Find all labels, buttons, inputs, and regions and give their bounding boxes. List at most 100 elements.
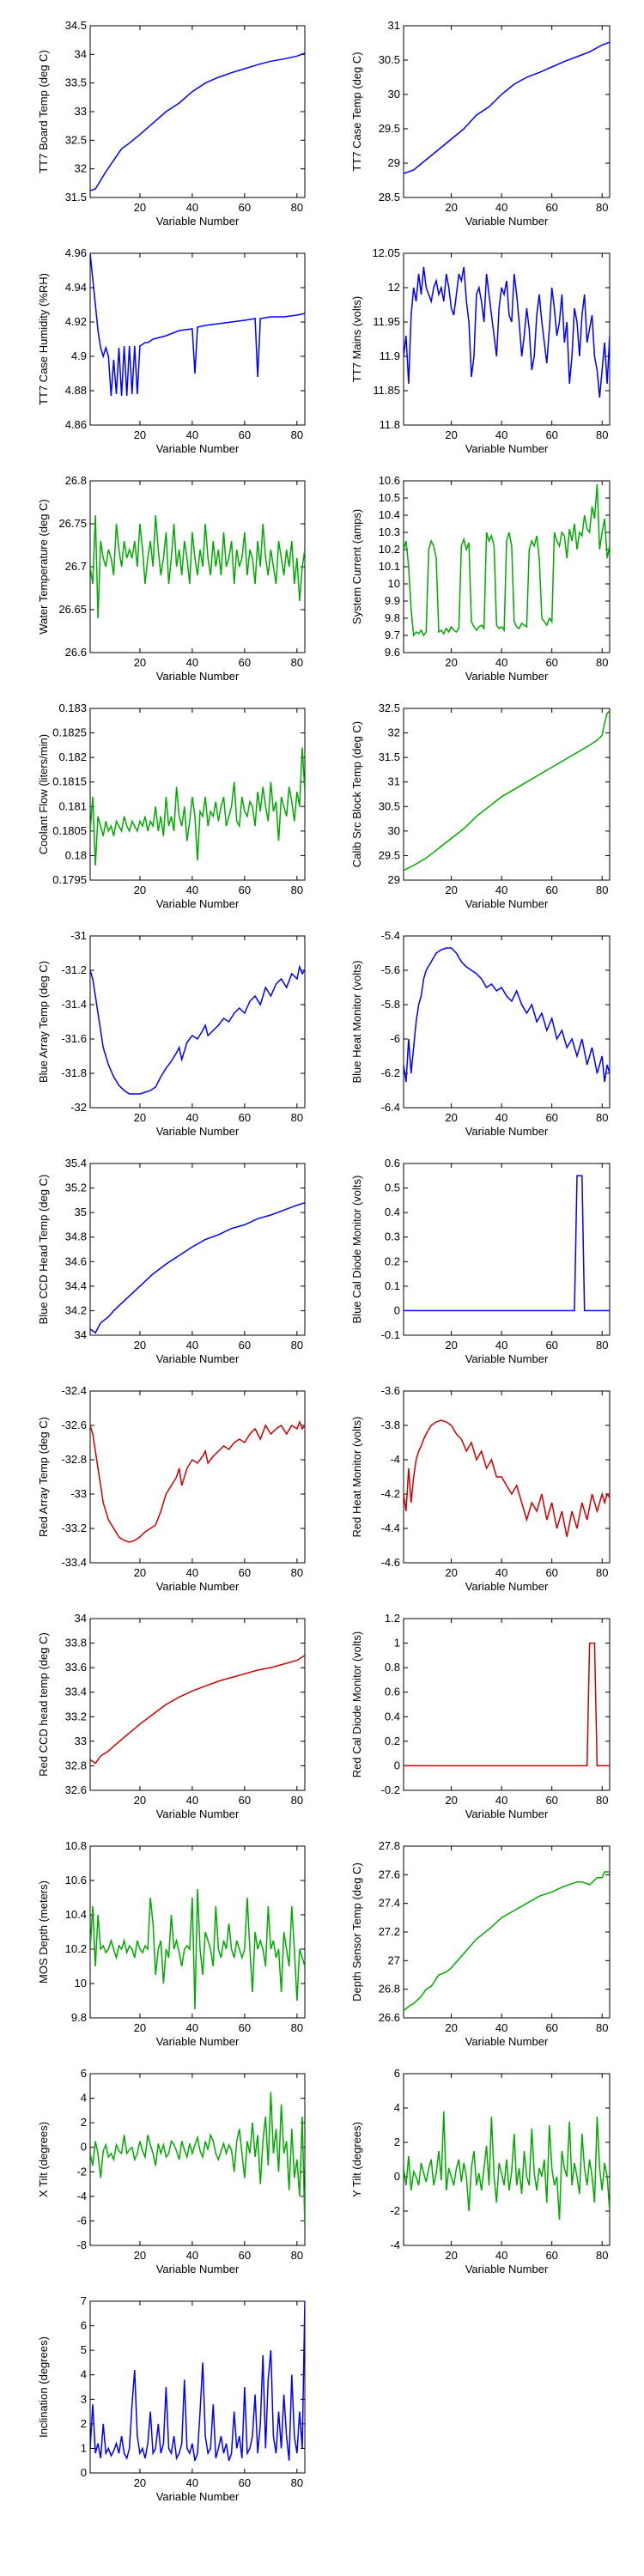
- x-axis-label: Variable Number: [156, 1352, 240, 1365]
- x-tick-label: 40: [186, 656, 198, 669]
- plot-frame: [403, 1390, 611, 1564]
- x-tick-label: 80: [596, 2249, 608, 2262]
- y-tick-label: 0: [81, 2466, 87, 2479]
- y-tick-label: 10: [75, 1977, 87, 1990]
- y-tick-label: -4: [390, 2239, 400, 2251]
- x-tick-label: 40: [495, 428, 507, 441]
- y-tick-label: 12.05: [372, 246, 400, 259]
- y-tick-label: 0.1: [385, 1279, 400, 1292]
- y-tick-label: 34.2: [65, 1303, 87, 1316]
- y-tick-label: 34.4: [65, 1279, 87, 1292]
- y-tick-label: 9.6: [385, 646, 400, 659]
- x-tick-label: 20: [134, 428, 146, 441]
- chart-panel: 20 40 60 80 -6.4 -6.2 -6 -5.8 -5.6 -5.4 Variable N…: [350, 929, 611, 1138]
- y-tick-label: 31: [388, 19, 400, 32]
- y-tick-label: 35: [75, 1206, 87, 1218]
- chart-panel: 20 40 60 80 26.6 26.65 26.7 26.75 26.8 Variable N…: [37, 474, 306, 683]
- x-tick-label: 80: [596, 201, 608, 214]
- x-tick-label: 40: [186, 1566, 198, 1579]
- y-tick-label: 31: [388, 775, 400, 788]
- series-line: [90, 1655, 305, 1765]
- x-tick-label: 60: [239, 2021, 251, 2034]
- y-axis-label: MOS Depth (meters): [37, 1880, 50, 1984]
- y-tick-label: 34.6: [65, 1255, 87, 1267]
- y-tick-label: 0: [81, 2141, 87, 2154]
- chart-panel: 20 40 60 80 -33.4 -33.2 -33 -32.8 -32.6 -32.4 Vari…: [37, 1384, 306, 1593]
- y-tick-label: -4.2: [381, 1487, 400, 1500]
- y-tick-label: 26.65: [58, 603, 87, 616]
- plot-frame: [403, 1845, 611, 2019]
- y-tick-label: 26.6: [65, 646, 87, 659]
- y-tick-label: 32.8: [65, 1759, 87, 1771]
- y-tick-label: 30: [388, 88, 400, 100]
- x-tick-label: 20: [134, 2249, 146, 2262]
- y-tick-label: 10.5: [379, 491, 400, 504]
- x-axis-label: Variable Number: [465, 670, 549, 683]
- y-tick-label: -33.4: [61, 1556, 87, 1569]
- x-tick-label: 40: [186, 201, 198, 214]
- x-axis-label: Variable Number: [156, 2035, 240, 2048]
- y-tick-label: -6.2: [381, 1066, 400, 1079]
- chart-panel: 20 40 60 80 34 34.2 34.4 34.6 34.8 35 35.2 35.4 Vari…: [37, 1157, 306, 1365]
- y-tick-label: 28.5: [379, 191, 400, 204]
- y-tick-label: -33: [70, 1487, 87, 1500]
- y-axis-label: Y Tilt (degrees): [350, 2122, 363, 2197]
- x-tick-label: 20: [445, 1111, 457, 1124]
- y-tick-label: 35.2: [65, 1182, 87, 1194]
- x-axis-label: Variable Number: [156, 215, 240, 228]
- x-tick-label: 40: [186, 2249, 198, 2262]
- series-line: [90, 964, 305, 1095]
- x-tick-label: 80: [291, 428, 303, 441]
- y-axis-label: Inclination (degrees): [37, 2336, 50, 2438]
- series-line: [404, 1871, 610, 2012]
- x-tick-label: 20: [134, 656, 146, 669]
- y-tick-label: 0.6: [385, 1157, 400, 1170]
- y-tick-label: 0.3: [385, 1230, 400, 1243]
- chart-panel: 20 40 60 80 0.1795 0.18 0.1805 0.181 0.1815 0.182…: [37, 702, 306, 910]
- y-axis-label: Blue Array Temp (deg C): [37, 961, 50, 1083]
- y-tick-label: 0.18: [65, 848, 87, 861]
- x-axis-label: Variable Number: [465, 897, 549, 910]
- x-tick-label: 60: [239, 428, 251, 441]
- x-axis-label: Variable Number: [465, 1125, 549, 1138]
- series-line: [404, 710, 610, 872]
- x-tick-label: 60: [545, 1111, 557, 1124]
- y-tick-label: 11.85: [373, 384, 400, 397]
- series-line: [90, 2092, 305, 2227]
- x-tick-label: 60: [239, 1566, 251, 1579]
- chart-panel: 20 40 60 80 -0.1 0 0.1 0.2 0.3 0.4 0.5 0.6 Variable …: [350, 1157, 611, 1365]
- series-line: [404, 41, 610, 174]
- y-tick-label: 0.5: [385, 1182, 400, 1194]
- y-axis-label: Red Heat Monitor (volts): [350, 1417, 363, 1538]
- chart-panel: 20 40 60 80 11.8 11.85 11.9 11.95 12 12.05 Variabl…: [350, 246, 611, 455]
- x-tick-label: 20: [445, 2021, 457, 2034]
- y-tick-label: 4.92: [65, 315, 87, 328]
- y-tick-label: 10.3: [379, 526, 400, 538]
- x-axis-label: Variable Number: [156, 2490, 240, 2503]
- x-tick-label: 20: [445, 1794, 457, 1807]
- y-tick-label: -5.4: [381, 929, 400, 942]
- y-tick-label: 4.88: [65, 384, 87, 397]
- y-tick-label: 2: [81, 2417, 87, 2430]
- y-tick-label: 9.9: [385, 594, 400, 607]
- y-tick-label: -0.1: [381, 1328, 400, 1341]
- y-tick-label: 4: [81, 2092, 87, 2105]
- y-tick-label: 0: [394, 1303, 400, 1316]
- plot-frame: [403, 480, 611, 653]
- x-tick-label: 60: [239, 1794, 251, 1807]
- x-tick-label: 80: [291, 201, 303, 214]
- x-tick-label: 60: [239, 2476, 251, 2489]
- y-tick-label: 33.6: [65, 1661, 87, 1674]
- y-tick-label: 7: [81, 2294, 87, 2307]
- chart-panel: 20 40 60 80 0 1 2 3 4 5 6 7 Variable Number Inclinati…: [37, 2294, 306, 2503]
- x-tick-label: 40: [495, 1794, 507, 1807]
- plot-frame: [89, 252, 306, 426]
- series-line: [404, 483, 610, 638]
- y-tick-label: 33: [75, 105, 87, 118]
- series-line: [90, 1888, 305, 2010]
- y-tick-label: 0: [394, 2170, 400, 2183]
- y-tick-label: -31: [70, 929, 87, 942]
- y-tick-label: 9.8: [71, 2011, 87, 2024]
- x-tick-label: 80: [596, 1794, 608, 1807]
- x-tick-label: 80: [291, 1566, 303, 1579]
